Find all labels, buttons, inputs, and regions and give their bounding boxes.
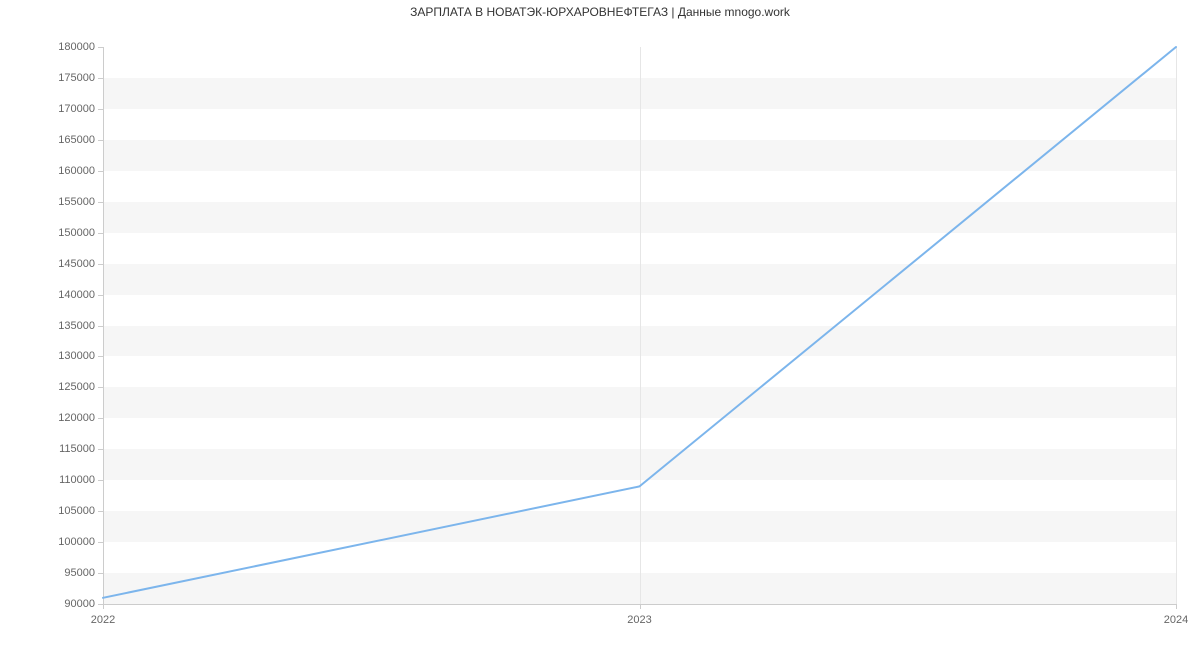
y-tick-label: 125000	[58, 381, 95, 393]
y-tick-label: 135000	[58, 320, 95, 332]
x-axis-line	[103, 604, 1176, 605]
y-tick-label: 160000	[58, 165, 95, 177]
x-tick-label: 2022	[91, 614, 115, 626]
x-tick-mark	[1176, 604, 1177, 609]
y-tick-label: 105000	[58, 505, 95, 517]
y-tick-label: 120000	[58, 412, 95, 424]
x-tick-label: 2023	[627, 614, 651, 626]
plot-area: 9000095000100000105000110000115000120000…	[103, 47, 1176, 604]
y-tick-label: 100000	[58, 536, 95, 548]
y-tick-label: 115000	[59, 443, 95, 455]
y-tick-label: 175000	[58, 72, 95, 84]
y-tick-label: 170000	[58, 103, 95, 115]
y-tick-label: 155000	[58, 196, 95, 208]
y-tick-label: 90000	[64, 598, 95, 610]
y-tick-label: 180000	[58, 41, 95, 53]
chart-title: ЗАРПЛАТА В НОВАТЭК-ЮРХАРОВНЕФТЕГАЗ | Дан…	[0, 5, 1200, 19]
salary-chart: ЗАРПЛАТА В НОВАТЭК-ЮРХАРОВНЕФТЕГАЗ | Дан…	[0, 0, 1200, 650]
x-gridline	[1176, 47, 1177, 604]
y-tick-label: 165000	[58, 134, 95, 146]
series-line-salary	[103, 47, 1176, 598]
y-tick-label: 140000	[58, 289, 95, 301]
y-tick-label: 130000	[58, 350, 95, 362]
y-tick-label: 145000	[58, 258, 95, 270]
line-layer	[103, 47, 1176, 604]
y-tick-label: 95000	[64, 567, 95, 579]
x-tick-label: 2024	[1164, 614, 1188, 626]
y-tick-label: 110000	[59, 474, 95, 486]
y-tick-label: 150000	[58, 227, 95, 239]
